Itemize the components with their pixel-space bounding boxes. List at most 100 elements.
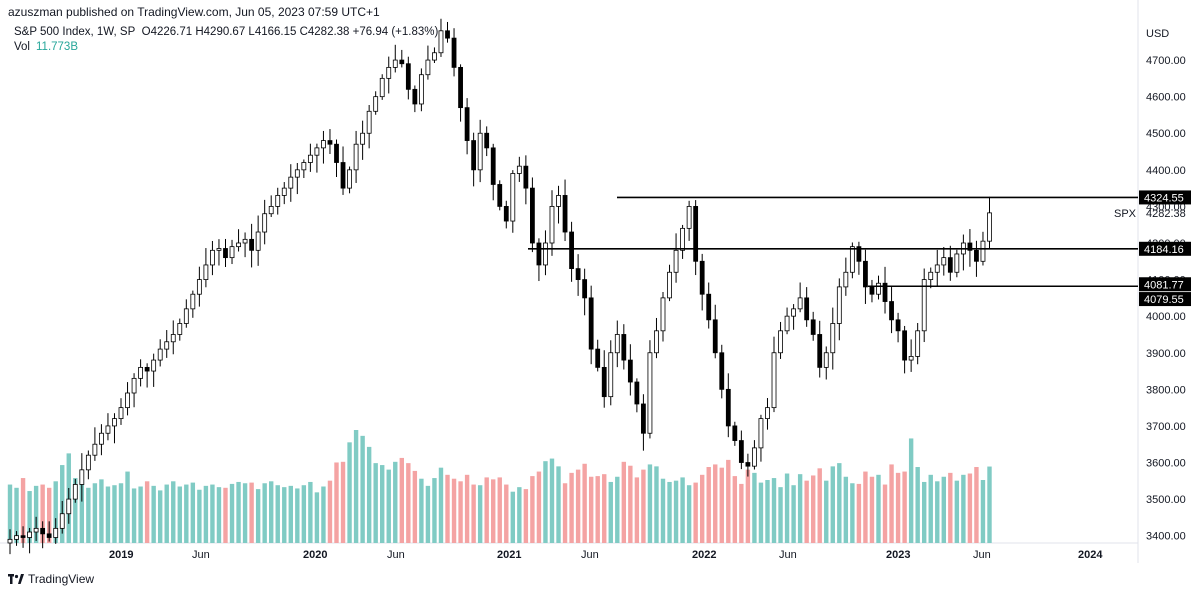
volume-bar: [321, 486, 326, 543]
candle-body: [882, 282, 888, 302]
volume-bar: [889, 464, 894, 543]
candle-body: [314, 147, 320, 156]
volume-bar: [804, 480, 809, 543]
volume-bar: [647, 464, 653, 543]
volume-bar: [869, 476, 875, 543]
candle-body: [758, 418, 764, 449]
candle-body: [778, 330, 783, 354]
volume-bar: [282, 487, 287, 543]
candle-body: [608, 352, 614, 398]
candle-body: [190, 293, 196, 310]
volume-bar: [497, 477, 502, 543]
candle-body: [379, 77, 385, 98]
candle-body: [497, 184, 503, 207]
volume-bar: [797, 474, 803, 543]
candle-body: [412, 88, 418, 105]
candle-body: [405, 63, 411, 90]
candle-body: [33, 527, 39, 533]
x-tick-label: Jun: [581, 549, 599, 561]
volume-bar: [536, 471, 542, 543]
candle-body: [889, 301, 894, 321]
volume-bar: [157, 490, 163, 543]
volume-bar: [824, 480, 829, 543]
volume-bar: [673, 480, 679, 543]
x-tick-label: 2021: [497, 549, 521, 561]
candle-body: [849, 246, 855, 273]
x-tick-label: Jun: [387, 549, 405, 561]
y-tick-label: 4700.00: [1146, 55, 1186, 67]
volume-bar: [908, 438, 914, 543]
currency-label: USD: [1146, 28, 1169, 40]
volume-bar: [27, 491, 32, 543]
candle-body: [46, 533, 52, 538]
candle-body: [725, 388, 731, 427]
candle-body: [902, 330, 908, 361]
volume-bar: [262, 483, 267, 543]
candle-body: [823, 352, 829, 368]
candle-body: [784, 315, 790, 332]
volume-bar: [184, 484, 189, 543]
volume-bar: [680, 477, 685, 543]
candle-body: [157, 348, 163, 361]
volume-bar: [778, 487, 783, 543]
volume-bar: [419, 478, 424, 543]
candle-body: [699, 260, 705, 295]
volume-bar: [334, 462, 339, 543]
volume-bar: [726, 459, 731, 543]
candle-body: [399, 59, 405, 65]
candle-body: [138, 366, 144, 379]
volume-bar: [295, 488, 300, 543]
volume-bar: [556, 466, 561, 543]
y-tick-label: 3700.00: [1146, 421, 1186, 433]
volume-bar: [360, 435, 365, 543]
candle-body: [791, 308, 796, 317]
volume-bar: [288, 485, 293, 543]
candle-body: [928, 271, 934, 280]
volume-bar: [79, 484, 85, 543]
candle-body: [490, 147, 496, 185]
volume-bar: [948, 472, 953, 543]
candle-body: [164, 341, 170, 350]
volume-bar: [569, 472, 574, 543]
volume-bar: [974, 467, 979, 543]
volume-bar: [471, 484, 476, 543]
volume-bar: [144, 481, 150, 543]
volume-bar: [667, 481, 672, 543]
candle-body: [667, 271, 672, 299]
candle-body: [738, 440, 744, 463]
volume-bar: [843, 476, 849, 543]
candle-body: [196, 279, 202, 295]
price-tag-label: 4324.55: [1144, 192, 1184, 204]
volume-bar: [386, 469, 391, 543]
y-tick-label: 3500.00: [1146, 494, 1186, 506]
tradingview-brand[interactable]: TradingView: [8, 572, 94, 586]
volume-bar: [20, 478, 26, 543]
volume-bar: [941, 476, 946, 543]
candle-body: [712, 319, 718, 354]
candle-body: [340, 162, 346, 189]
candle-body: [386, 66, 392, 79]
volume-bar: [876, 474, 881, 543]
volume-bar: [699, 474, 705, 543]
volume-bar: [399, 457, 404, 543]
volume-bar: [771, 478, 777, 543]
volume-bar: [308, 481, 313, 543]
y-tick-label: 3600.00: [1146, 458, 1186, 470]
volume-bar: [242, 483, 248, 543]
y-tick-label: 4000.00: [1146, 311, 1186, 323]
volume-bar: [40, 484, 45, 543]
volume-bar: [745, 469, 751, 543]
volume-bar: [641, 469, 646, 543]
volume-bar: [523, 489, 529, 543]
candle-body: [614, 334, 620, 354]
candle-body: [438, 30, 444, 54]
candle-body: [321, 140, 326, 149]
volume-bar: [654, 466, 659, 543]
candle-body: [307, 154, 313, 163]
volume-bar: [190, 482, 196, 543]
candle-body: [921, 279, 927, 332]
candle-body: [262, 213, 268, 233]
volume-bar: [445, 474, 450, 543]
volume-bar: [269, 481, 274, 543]
